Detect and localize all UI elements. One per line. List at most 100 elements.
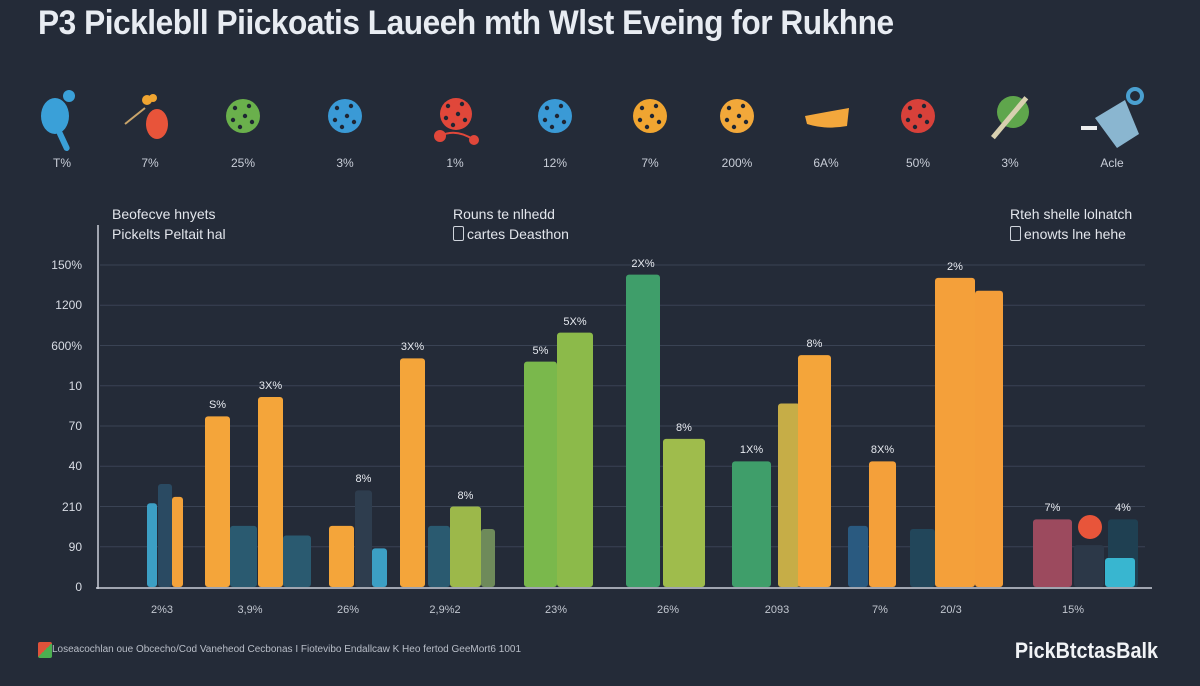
bar bbox=[158, 483, 172, 587]
y-tick-label: 1200 bbox=[55, 298, 82, 313]
bar bbox=[975, 290, 1003, 587]
bar bbox=[329, 525, 354, 587]
data-label: S% bbox=[208, 399, 227, 412]
y-tick-label: 40 bbox=[68, 459, 82, 474]
legend-swatch bbox=[1010, 226, 1021, 241]
shoe-icon bbox=[805, 108, 849, 128]
legend-line: Beofecve hnyets bbox=[112, 206, 216, 222]
green-ball-icon bbox=[226, 99, 260, 133]
legend-line: enowts lne hehe bbox=[1024, 226, 1126, 242]
bar bbox=[205, 416, 230, 587]
data-label: 1X% bbox=[739, 444, 764, 457]
legend-line: cartes Deasthon bbox=[467, 226, 569, 242]
icon-label: 3% bbox=[1001, 156, 1019, 170]
footer-brand: PickBtctasBalk bbox=[1014, 638, 1158, 663]
blue-ball-icon bbox=[538, 99, 572, 133]
chart-title: P3 Picklebll Piickoatis Laueeh mth Wlst … bbox=[38, 4, 894, 42]
data-label: 7% bbox=[1044, 502, 1061, 515]
icon-label: 7% bbox=[141, 156, 159, 170]
data-label: 8% bbox=[355, 473, 372, 486]
paddle-icon bbox=[41, 90, 75, 151]
y-tick-label: 70 bbox=[68, 419, 82, 433]
bag-icon bbox=[1081, 87, 1144, 148]
icon-label: 6A% bbox=[813, 156, 839, 170]
bar bbox=[869, 461, 896, 587]
y-tick-label: 90 bbox=[68, 539, 82, 554]
bar bbox=[626, 274, 660, 587]
ball-marker bbox=[1078, 515, 1102, 539]
legend-swatch bbox=[453, 226, 464, 241]
bar bbox=[283, 535, 311, 587]
legend-left: Beofecve hnyets Pickelts Peltait hal bbox=[112, 204, 226, 244]
yellow-ball-icon bbox=[633, 99, 667, 133]
bar bbox=[848, 525, 868, 587]
data-label: 8% bbox=[806, 338, 823, 351]
green-ball-stick-icon bbox=[990, 96, 1029, 140]
red-ball-icon bbox=[901, 99, 935, 133]
data-label: 3X% bbox=[258, 380, 283, 393]
bar bbox=[524, 361, 557, 587]
footer-logo-icon bbox=[38, 642, 52, 658]
legend-line: Rouns te nlhedd bbox=[453, 206, 555, 222]
bar bbox=[663, 438, 705, 587]
icon-label: 3% bbox=[336, 156, 354, 170]
bar bbox=[935, 277, 975, 587]
paddle-balls-icon bbox=[124, 94, 168, 139]
x-tick-label: 23% bbox=[544, 604, 568, 616]
icon-label: T% bbox=[53, 156, 71, 170]
bar bbox=[428, 525, 450, 587]
bar bbox=[778, 403, 800, 587]
icon-label: 25% bbox=[230, 156, 256, 170]
legend-right: Rteh shelle lolnatch enowts lne hehe bbox=[1010, 204, 1132, 244]
data-label: 8% bbox=[676, 421, 692, 434]
bar bbox=[557, 332, 593, 587]
y-tick-label: 210 bbox=[61, 499, 82, 514]
legend-line: Rteh shelle lolnatch bbox=[1010, 206, 1133, 222]
bar bbox=[450, 506, 481, 587]
bar bbox=[481, 529, 495, 587]
bar bbox=[172, 496, 183, 587]
x-tick-label: 7% bbox=[872, 604, 888, 616]
x-tick-label: 3,9% bbox=[237, 604, 263, 616]
bar bbox=[732, 461, 771, 587]
data-label: 5X% bbox=[563, 315, 587, 328]
x-tick-label: 2,9%2 bbox=[429, 604, 461, 616]
bar bbox=[1033, 519, 1072, 587]
y-tick-label: 600% bbox=[51, 338, 82, 353]
bar bbox=[910, 529, 935, 587]
data-label: 2X% bbox=[631, 257, 655, 270]
x-tick-label: 26% bbox=[656, 604, 680, 616]
red-ball-paddle-icon bbox=[434, 98, 479, 145]
icon-label: 1% bbox=[446, 156, 464, 170]
bar bbox=[355, 490, 372, 587]
bar bbox=[798, 355, 831, 587]
blue-ball-icon bbox=[328, 99, 362, 133]
orange-ball-icon bbox=[720, 99, 754, 133]
icon-label: 200% bbox=[721, 156, 753, 170]
x-tick-label: 26% bbox=[336, 604, 360, 616]
x-tick-label: 15% bbox=[1061, 604, 1085, 616]
legend-line: Pickelts Peltait hal bbox=[112, 226, 226, 242]
x-tick-label: 2093 bbox=[764, 604, 790, 616]
icon-label: Acle bbox=[1100, 156, 1124, 170]
data-label: 2% bbox=[947, 260, 963, 273]
data-label: 3X% bbox=[400, 341, 425, 354]
data-label: 8% bbox=[457, 489, 474, 502]
bar bbox=[1105, 558, 1135, 587]
data-label: 4% bbox=[1115, 502, 1131, 515]
bar bbox=[230, 525, 257, 587]
bar bbox=[1074, 545, 1104, 587]
bar bbox=[258, 397, 283, 587]
icon-label: 7% bbox=[641, 156, 659, 170]
x-tick-label: 20/3 bbox=[940, 604, 962, 616]
bar bbox=[372, 548, 387, 587]
data-label: 8X% bbox=[870, 444, 895, 457]
y-tick-label: 0 bbox=[75, 580, 82, 594]
legend-center: Rouns te nlhedd cartes Deasthon bbox=[453, 204, 569, 244]
icon-label: 50% bbox=[905, 156, 931, 170]
footer-note: Loseacochlan oue Obcecho/Cod Vaneheod Ce… bbox=[52, 644, 522, 655]
icon-label: 12% bbox=[542, 156, 568, 170]
bar bbox=[400, 358, 425, 587]
y-tick-label: 150% bbox=[51, 258, 82, 272]
